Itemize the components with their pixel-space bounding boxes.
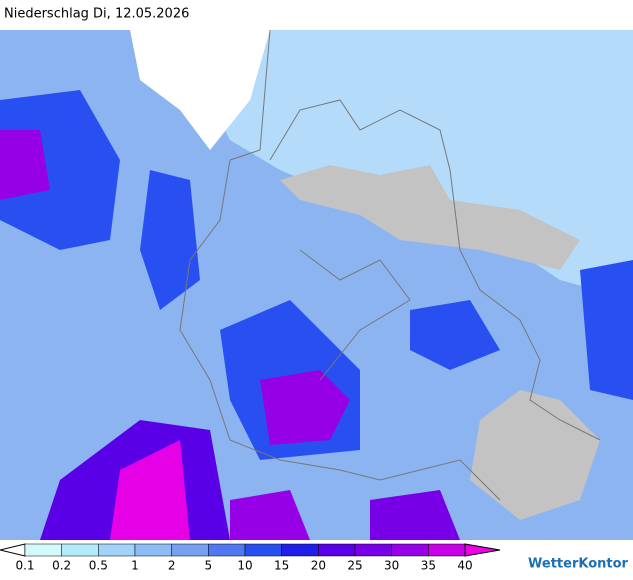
legend: 0.1 0.2 0.5 1 2 5 10 15 20 25 30 35 40 (0, 543, 501, 573)
legend-label: 0.5 (89, 559, 108, 573)
legend-label: 40 (457, 559, 472, 573)
legend-label: 10 (237, 559, 252, 573)
legend-label: 30 (384, 559, 399, 573)
legend-label: 5 (205, 559, 213, 573)
legend-swatch (428, 543, 466, 557)
legend-swatch (281, 543, 319, 557)
legend-swatch (134, 543, 172, 557)
legend-label: 2 (168, 559, 176, 573)
brand-logo: WetterKontor (528, 557, 629, 572)
legend-swatch (208, 543, 246, 557)
legend-swatch (244, 543, 282, 557)
legend-label: 35 (421, 559, 436, 573)
map-title: Niederschlag Di, 12.05.2026 (4, 7, 189, 22)
legend-label: 15 (274, 559, 289, 573)
legend-swatch (318, 543, 356, 557)
legend-label: 0.1 (15, 559, 34, 573)
legend-arrow (464, 543, 501, 557)
legend-arrow (0, 543, 26, 557)
legend-swatch (354, 543, 392, 557)
legend-label: 20 (311, 559, 326, 573)
map (0, 29, 633, 540)
legend-swatch (61, 543, 99, 557)
legend-swatch (24, 543, 62, 557)
legend-swatch (391, 543, 429, 557)
legend-label: 1 (131, 559, 139, 573)
legend-swatch (98, 543, 136, 557)
legend-label: 0.2 (52, 559, 71, 573)
legend-label: 25 (347, 559, 362, 573)
legend-swatch (171, 543, 209, 557)
